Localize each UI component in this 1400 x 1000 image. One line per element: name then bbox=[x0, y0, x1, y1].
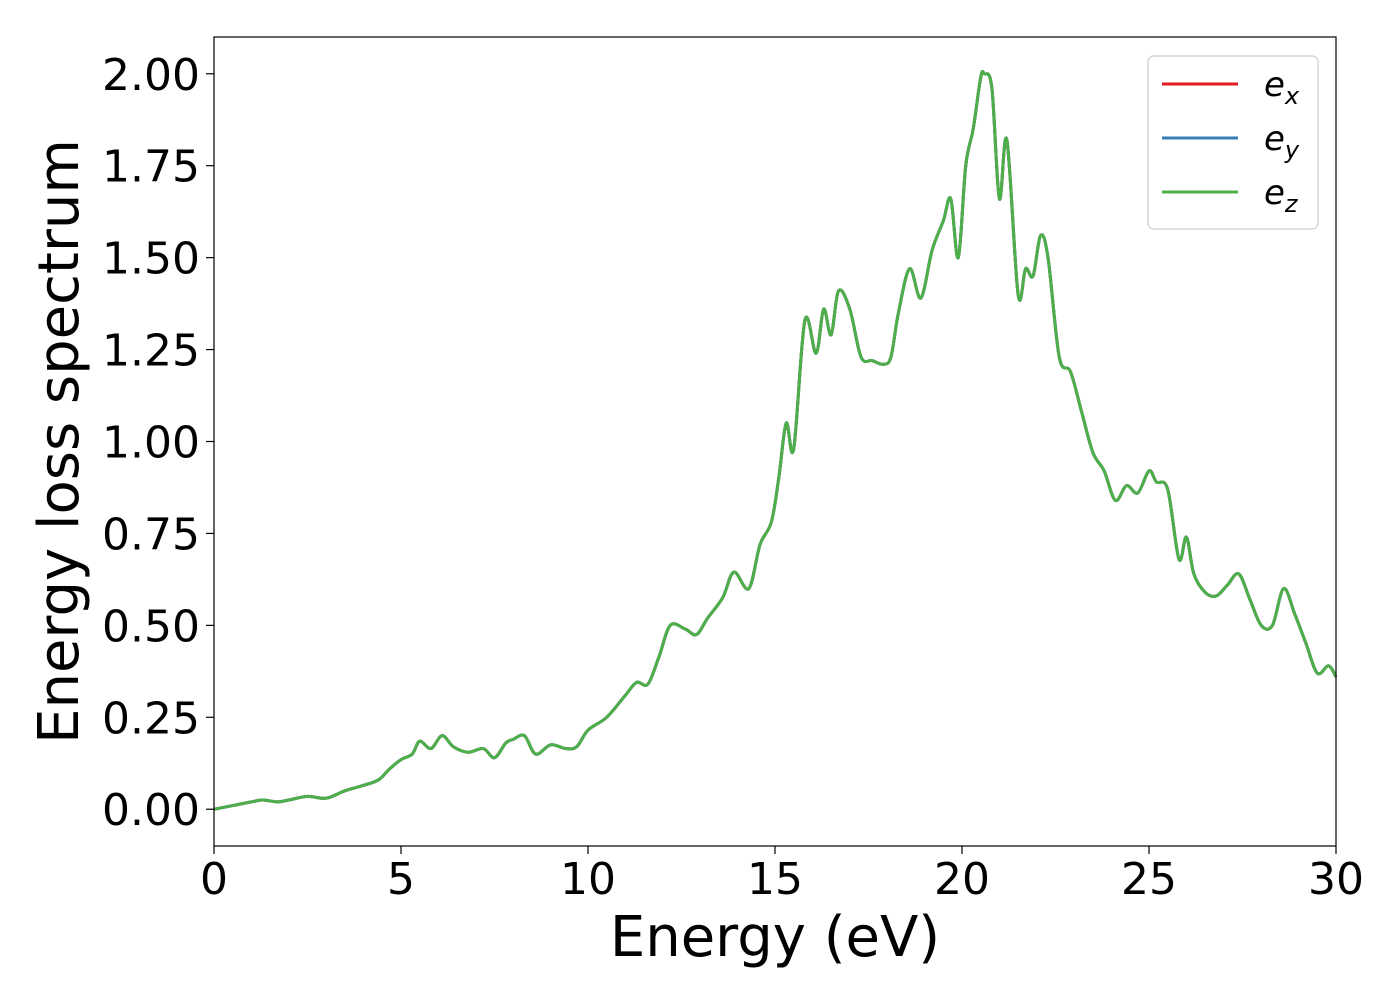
x-tick-label: 10 bbox=[560, 854, 616, 905]
series-line-e-z bbox=[213, 69, 1338, 811]
y-tick-label: 1.25 bbox=[102, 326, 200, 377]
y-axis-label: Energy loss spectrum bbox=[27, 139, 92, 744]
y-tick-label: 2.00 bbox=[102, 50, 200, 101]
legend: ex ey ez bbox=[1147, 55, 1319, 230]
legend-box bbox=[1147, 55, 1319, 230]
x-tick-label: 30 bbox=[1308, 854, 1364, 905]
y-tick-label: 1.75 bbox=[102, 142, 200, 193]
legend-label: ex bbox=[1264, 65, 1300, 110]
series-lines bbox=[213, 69, 1338, 811]
y-tick-label: 0.50 bbox=[102, 601, 200, 652]
y-tick-label: 1.50 bbox=[102, 234, 200, 285]
legend-label: ez bbox=[1264, 173, 1299, 218]
x-tick-label: 15 bbox=[747, 854, 803, 905]
x-tick-label: 5 bbox=[387, 854, 415, 905]
plot-frame bbox=[213, 36, 1337, 847]
y-tick-label: 1.00 bbox=[102, 418, 200, 469]
y-tick-label: 0.25 bbox=[102, 693, 200, 744]
x-tick-label: 25 bbox=[1121, 854, 1177, 905]
x-axis-label: Energy (eV) bbox=[610, 905, 940, 970]
x-tick-label: 0 bbox=[200, 854, 228, 905]
legend-label: ey bbox=[1264, 119, 1300, 164]
ticks-layer: 0 5 10 15 20 25 30 0.00 0.25 0.50 0.75 1.00 1.25 1.50… bbox=[102, 50, 1364, 905]
y-tick-label: 0.75 bbox=[102, 509, 200, 560]
x-tick-label: 20 bbox=[934, 854, 990, 905]
y-tick-label: 0.00 bbox=[102, 785, 200, 836]
